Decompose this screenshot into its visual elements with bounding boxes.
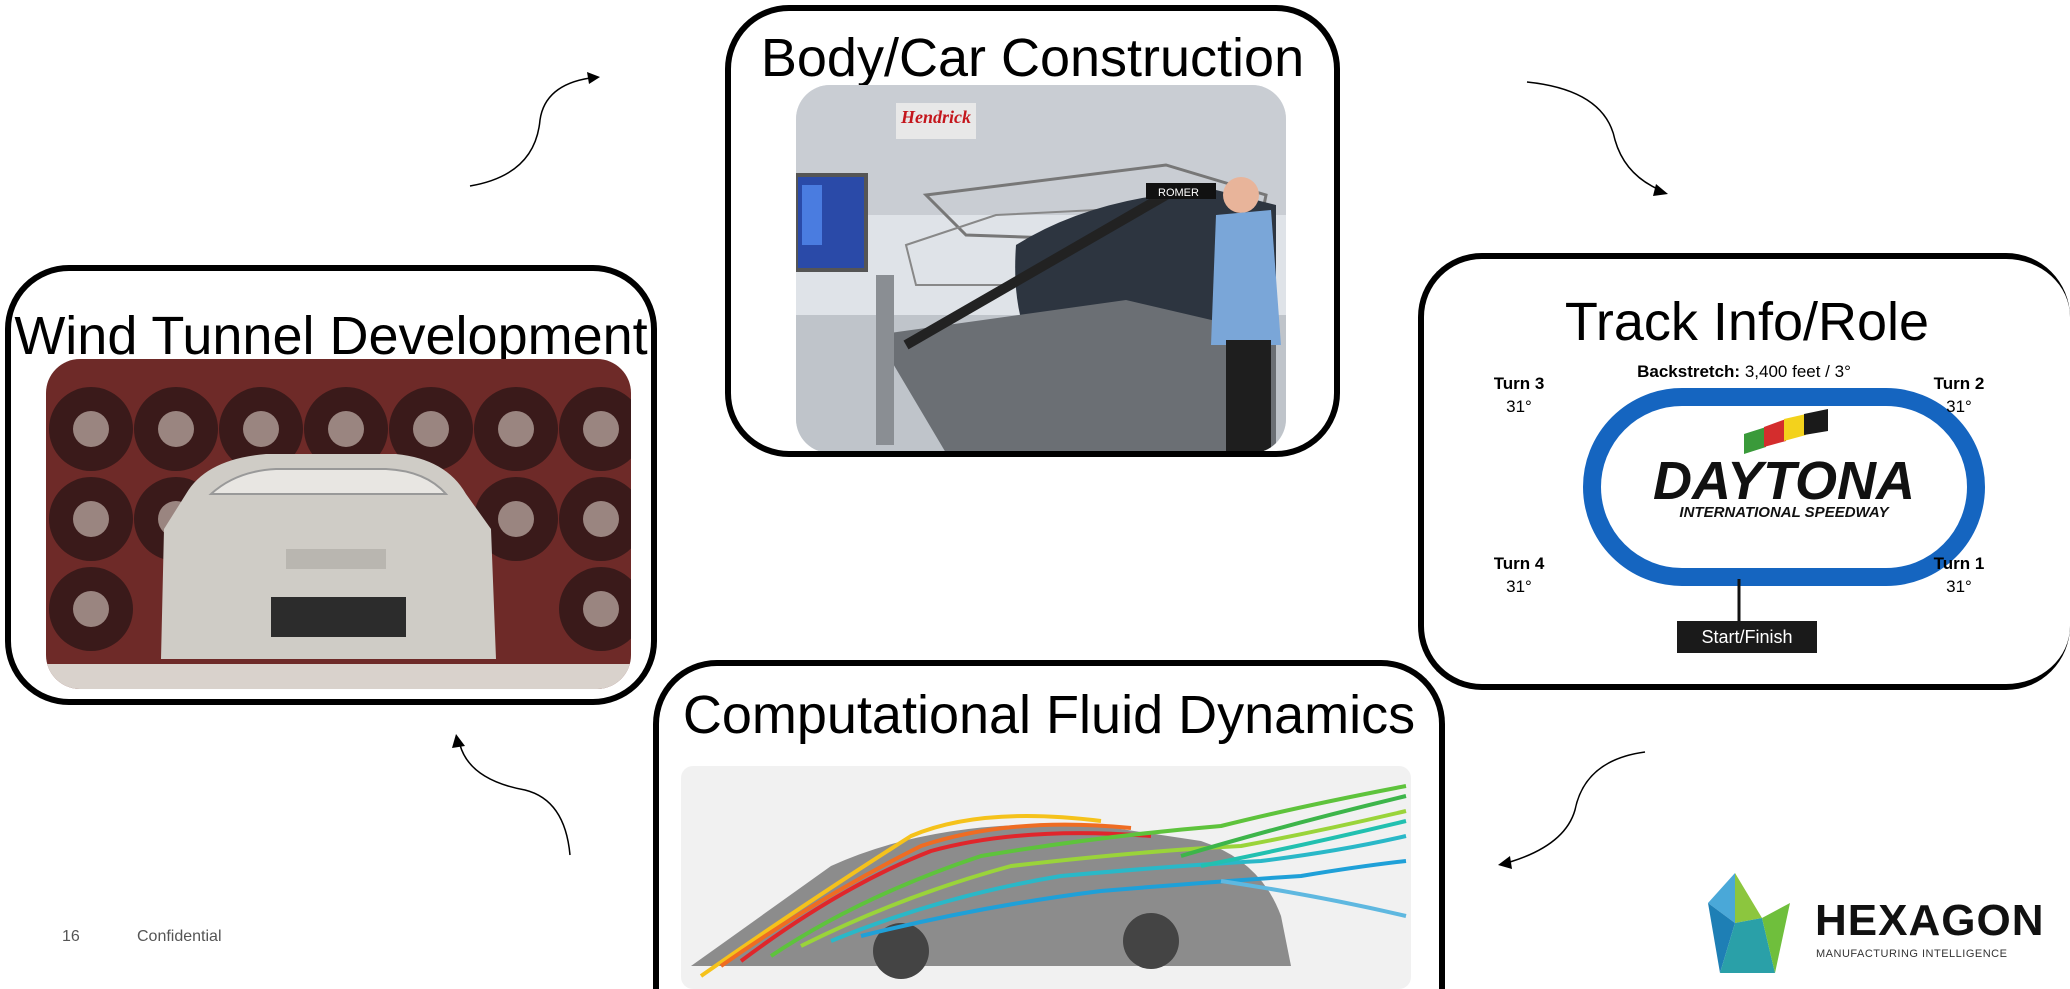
arrow-to-wind-tunnel — [452, 734, 571, 856]
romer-label: ROMER — [1158, 187, 1199, 199]
confidential-label: Confidential — [137, 928, 222, 945]
arrow-to-track-info — [1526, 81, 1668, 196]
flag-icon — [1744, 409, 1828, 454]
hexagon-logo: HEXAGON MANUFACTURING INTELLIGENCE — [1700, 873, 2043, 973]
hexagon-logo-tagline: MANUFACTURING INTELLIGENCE — [1816, 948, 2008, 960]
computational-fluid-dynamics-panel: Computational Fluid Dynamics — [653, 660, 1445, 989]
arrow-to-body-construction — [469, 72, 600, 187]
turn2-name: Turn 2 — [1934, 374, 1985, 393]
track-info-role-panel: Track Info/Role Backstretch: 3,400 feet … — [1418, 253, 2070, 690]
daytona-logo-subtitle: INTERNATIONAL SPEEDWAY — [1679, 504, 1890, 521]
backstretch-label: Backstretch: 3,400 feet / 3° — [1637, 362, 1851, 381]
car-construction-photo: Hendrick ROMER — [796, 85, 1286, 451]
arrow-to-cfd — [1498, 751, 1646, 869]
page-number: 16 — [62, 928, 80, 945]
daytona-logo: DAYTONA — [1653, 451, 1915, 511]
turn1-bank: 31° — [1946, 577, 1972, 596]
track-oval — [1583, 388, 1985, 586]
hexagon-logo-name: HEXAGON — [1815, 896, 2045, 945]
wind-tunnel-development-panel: Wind Tunnel Development — [5, 265, 657, 705]
wind-tunnel-development-title: Wind Tunnel Development — [14, 306, 648, 366]
wind-tunnel-photo — [46, 359, 631, 689]
start-finish-box — [1677, 621, 1817, 653]
turn4-bank: 31° — [1506, 577, 1532, 596]
turn3-bank: 31° — [1506, 397, 1532, 416]
track-info-role-title: Track Info/Role — [1564, 292, 1930, 352]
hexagon-logo-mark — [1708, 873, 1790, 973]
cfd-streamline-image — [681, 766, 1411, 989]
daytona-track-diagram: Backstretch: 3,400 feet / 3° DAYTONA INT… — [1494, 359, 1994, 679]
body-car-construction-title: Body/Car Construction — [760, 28, 1305, 88]
body-car-construction-panel: Body/Car Construction Hendrick ROMER — [725, 5, 1340, 457]
turn4-name: Turn 4 — [1494, 554, 1545, 573]
computational-fluid-dynamics-title: Computational Fluid Dynamics — [682, 685, 1416, 745]
turn3-name: Turn 3 — [1494, 374, 1544, 393]
turn2-bank: 31° — [1946, 397, 1972, 416]
turn1-name: Turn 1 — [1934, 554, 1985, 573]
start-finish-label: Start/Finish — [1701, 627, 1792, 647]
hendrick-sign: Hendrick — [900, 107, 971, 127]
